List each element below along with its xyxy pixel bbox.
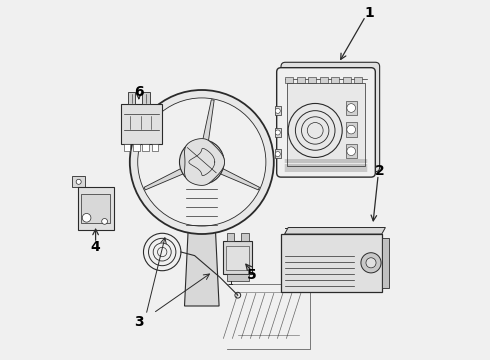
- Circle shape: [361, 253, 381, 273]
- Bar: [285, 77, 293, 83]
- Bar: [143, 144, 149, 151]
- Text: 6: 6: [134, 85, 144, 99]
- Bar: [274, 128, 281, 137]
- Polygon shape: [221, 169, 260, 190]
- Bar: [343, 77, 351, 83]
- Circle shape: [82, 213, 91, 222]
- Circle shape: [347, 147, 356, 156]
- Bar: [227, 233, 234, 241]
- Circle shape: [179, 140, 224, 184]
- Polygon shape: [72, 176, 85, 187]
- Bar: [354, 77, 363, 83]
- Circle shape: [130, 90, 274, 234]
- Bar: [288, 83, 365, 166]
- Bar: [227, 274, 248, 281]
- Polygon shape: [185, 139, 224, 185]
- Bar: [382, 238, 389, 288]
- FancyBboxPatch shape: [281, 62, 380, 172]
- Circle shape: [275, 130, 280, 135]
- Text: 4: 4: [91, 240, 100, 253]
- Circle shape: [275, 108, 280, 113]
- Circle shape: [76, 179, 81, 184]
- Bar: [242, 233, 248, 241]
- Circle shape: [347, 104, 356, 112]
- Polygon shape: [203, 100, 214, 140]
- Bar: [123, 144, 130, 151]
- Bar: [121, 104, 162, 144]
- Text: 3: 3: [134, 315, 144, 329]
- Bar: [152, 144, 158, 151]
- Bar: [274, 106, 281, 115]
- Bar: [346, 144, 357, 158]
- Bar: [81, 194, 110, 223]
- Bar: [226, 246, 249, 270]
- FancyBboxPatch shape: [277, 68, 375, 177]
- Circle shape: [347, 125, 356, 134]
- Text: 5: 5: [247, 269, 257, 282]
- Bar: [223, 241, 252, 274]
- Bar: [143, 92, 149, 104]
- Text: 1: 1: [365, 6, 374, 19]
- Polygon shape: [185, 230, 219, 306]
- Bar: [133, 144, 140, 151]
- Bar: [297, 77, 305, 83]
- Bar: [128, 92, 135, 104]
- Bar: [346, 122, 357, 137]
- Bar: [281, 234, 382, 292]
- Circle shape: [275, 152, 280, 157]
- Bar: [274, 149, 281, 158]
- Bar: [346, 101, 357, 115]
- Bar: [308, 77, 316, 83]
- Circle shape: [138, 98, 266, 226]
- Bar: [77, 187, 114, 230]
- Polygon shape: [144, 169, 183, 190]
- Circle shape: [102, 219, 107, 224]
- Bar: [320, 77, 328, 83]
- Bar: [331, 77, 339, 83]
- Circle shape: [366, 258, 376, 268]
- Text: 2: 2: [375, 164, 385, 178]
- Polygon shape: [285, 228, 386, 234]
